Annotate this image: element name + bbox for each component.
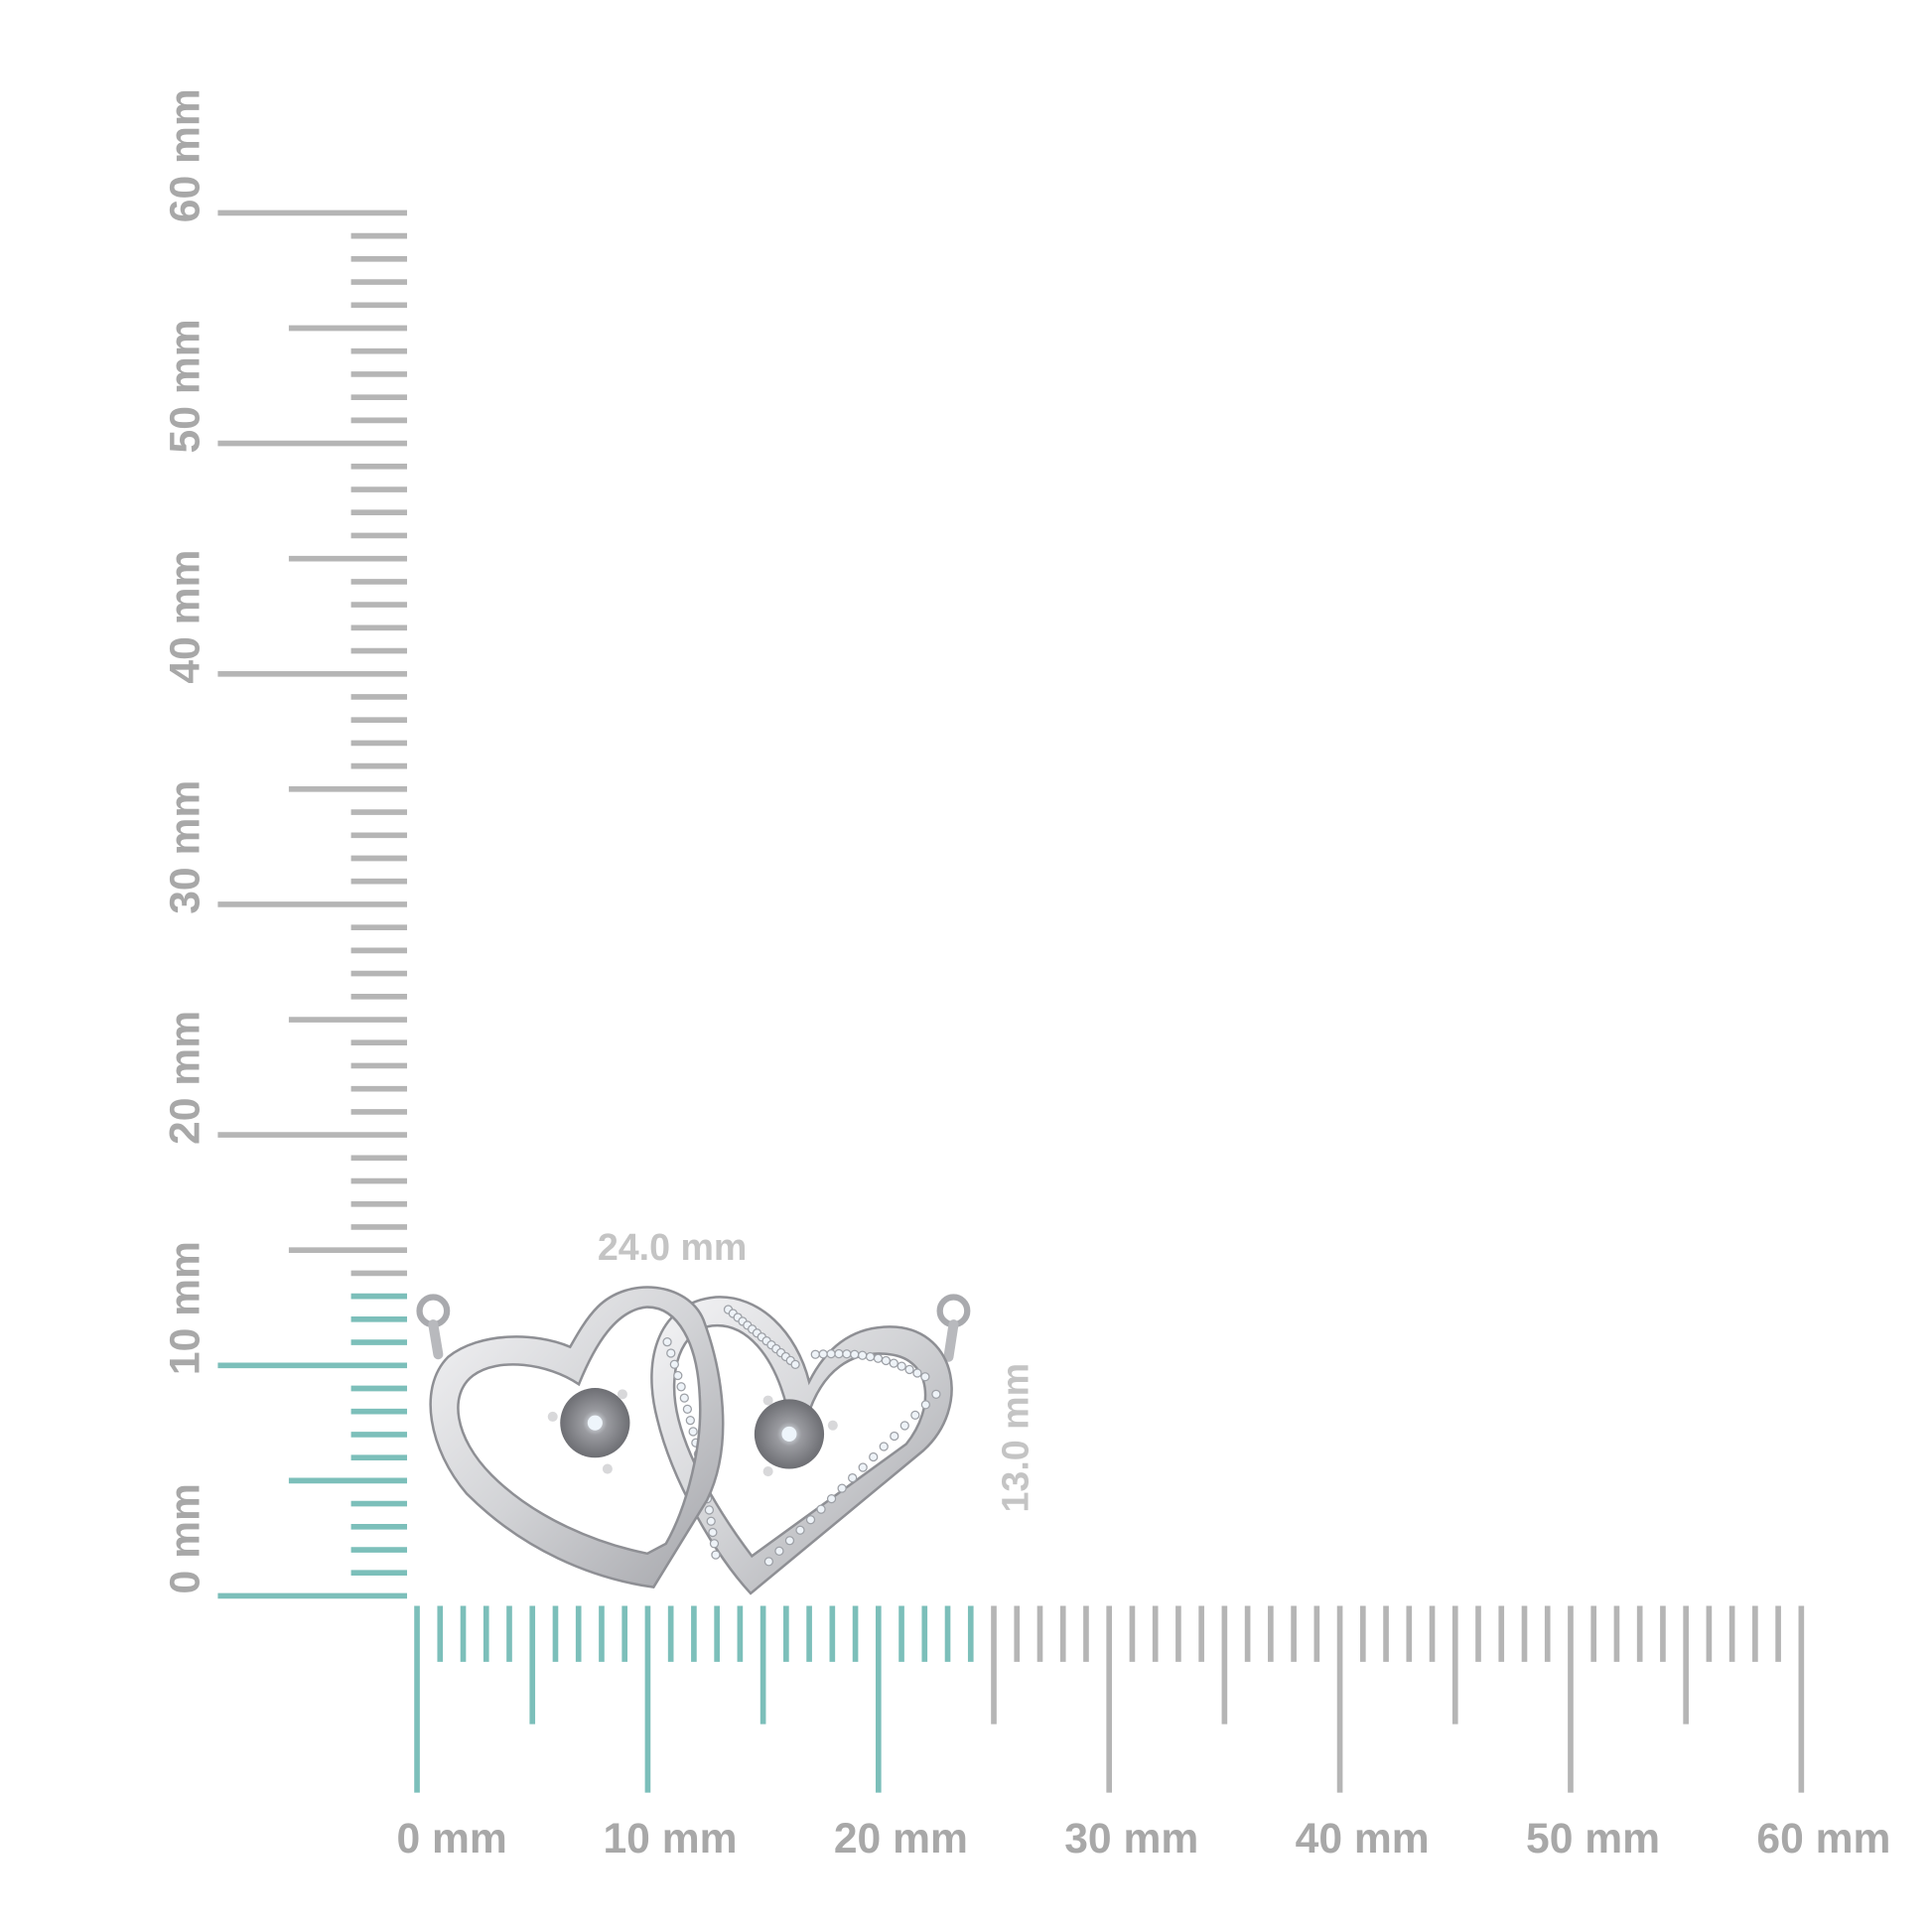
vertical-label-60mm: 60 mm	[162, 88, 209, 222]
height-dimension-label: 13.0 mm	[995, 1363, 1036, 1513]
pave-diamond	[662, 1337, 672, 1347]
pave-diamond	[673, 1370, 683, 1381]
pave-diamond	[784, 1536, 795, 1546]
vertical-label-50mm: 50 mm	[162, 319, 209, 453]
pave-diamond	[910, 1410, 920, 1421]
right-diamond-setting	[754, 1395, 838, 1477]
pave-diamond	[805, 1515, 816, 1525]
pave-diamond	[709, 1539, 720, 1549]
horizontal-ruler	[414, 1605, 1805, 1793]
pave-diamond	[837, 1483, 847, 1493]
pave-diamond	[810, 1349, 820, 1359]
pave-diamond	[790, 1359, 800, 1370]
vertical-ruler-labels: 0 mm 10 mm 20 mm 30 mm 40 mm 50 mm 60 mm	[162, 88, 209, 1593]
vertical-label-0mm: 0 mm	[162, 1483, 209, 1593]
pave-diamond	[711, 1550, 721, 1560]
pave-diamond	[865, 1351, 876, 1362]
left-heart	[429, 1286, 725, 1589]
pave-diamond	[834, 1348, 844, 1359]
pave-diamond	[706, 1516, 716, 1526]
pave-diamond	[818, 1349, 828, 1359]
vertical-label-30mm: 30 mm	[162, 780, 209, 914]
pave-diamond	[704, 1505, 715, 1515]
pave-diamond	[881, 1355, 892, 1366]
interlocking-hearts-icon	[416, 1286, 971, 1595]
pave-diamond	[904, 1364, 914, 1375]
pave-diamond	[826, 1494, 837, 1504]
pave-diamond	[850, 1349, 860, 1359]
pave-diamond	[795, 1525, 805, 1535]
pave-diamond	[666, 1348, 676, 1358]
pave-diamond	[676, 1382, 686, 1392]
pave-diamond	[816, 1504, 826, 1514]
pave-diamond	[669, 1359, 679, 1369]
width-dimension-label: 24.0 mm	[598, 1226, 748, 1268]
pave-diamond	[842, 1349, 852, 1359]
pave-diamond	[889, 1358, 898, 1368]
vertical-label-10mm: 10 mm	[162, 1241, 209, 1375]
left-diamond-setting	[547, 1388, 630, 1474]
pave-diamond	[912, 1368, 922, 1378]
horizontal-label-20mm: 20 mm	[834, 1815, 968, 1863]
pave-diamond	[890, 1431, 899, 1442]
pave-diamond	[826, 1348, 836, 1359]
vertical-label-40mm: 40 mm	[162, 550, 209, 684]
pave-diamond	[682, 1404, 693, 1415]
pave-diamond	[869, 1451, 879, 1462]
pave-diamond	[899, 1421, 909, 1431]
pave-diamond	[858, 1350, 868, 1360]
horizontal-label-60mm: 60 mm	[1756, 1815, 1890, 1863]
pave-diamonds	[662, 1305, 941, 1567]
vertical-label-20mm: 20 mm	[162, 1011, 209, 1145]
pave-diamond	[920, 1400, 931, 1410]
horizontal-ruler-labels: 0 mm 10 mm 20 mm 30 mm 40 mm 50 mm 60 mm	[396, 1815, 1890, 1863]
horizontal-label-50mm: 50 mm	[1526, 1815, 1660, 1863]
horizontal-label-0mm: 0 mm	[396, 1815, 506, 1863]
vertical-ruler	[217, 209, 408, 1599]
pave-diamond	[931, 1389, 941, 1399]
pave-diamond	[708, 1527, 718, 1538]
pave-diamond	[848, 1472, 858, 1483]
pave-diamond	[873, 1353, 884, 1363]
pave-diamond	[763, 1557, 774, 1567]
pave-diamond	[897, 1361, 906, 1371]
horizontal-label-40mm: 40 mm	[1296, 1815, 1430, 1863]
horizontal-label-30mm: 30 mm	[1064, 1815, 1198, 1863]
pave-diamond	[688, 1427, 698, 1437]
pave-diamond	[774, 1546, 784, 1556]
pave-diamond	[858, 1462, 868, 1472]
horizontal-label-10mm: 10 mm	[603, 1815, 737, 1863]
pave-diamond	[685, 1416, 695, 1426]
pave-diamond	[679, 1393, 689, 1403]
pave-diamond	[920, 1372, 930, 1382]
pave-diamond	[879, 1442, 889, 1451]
